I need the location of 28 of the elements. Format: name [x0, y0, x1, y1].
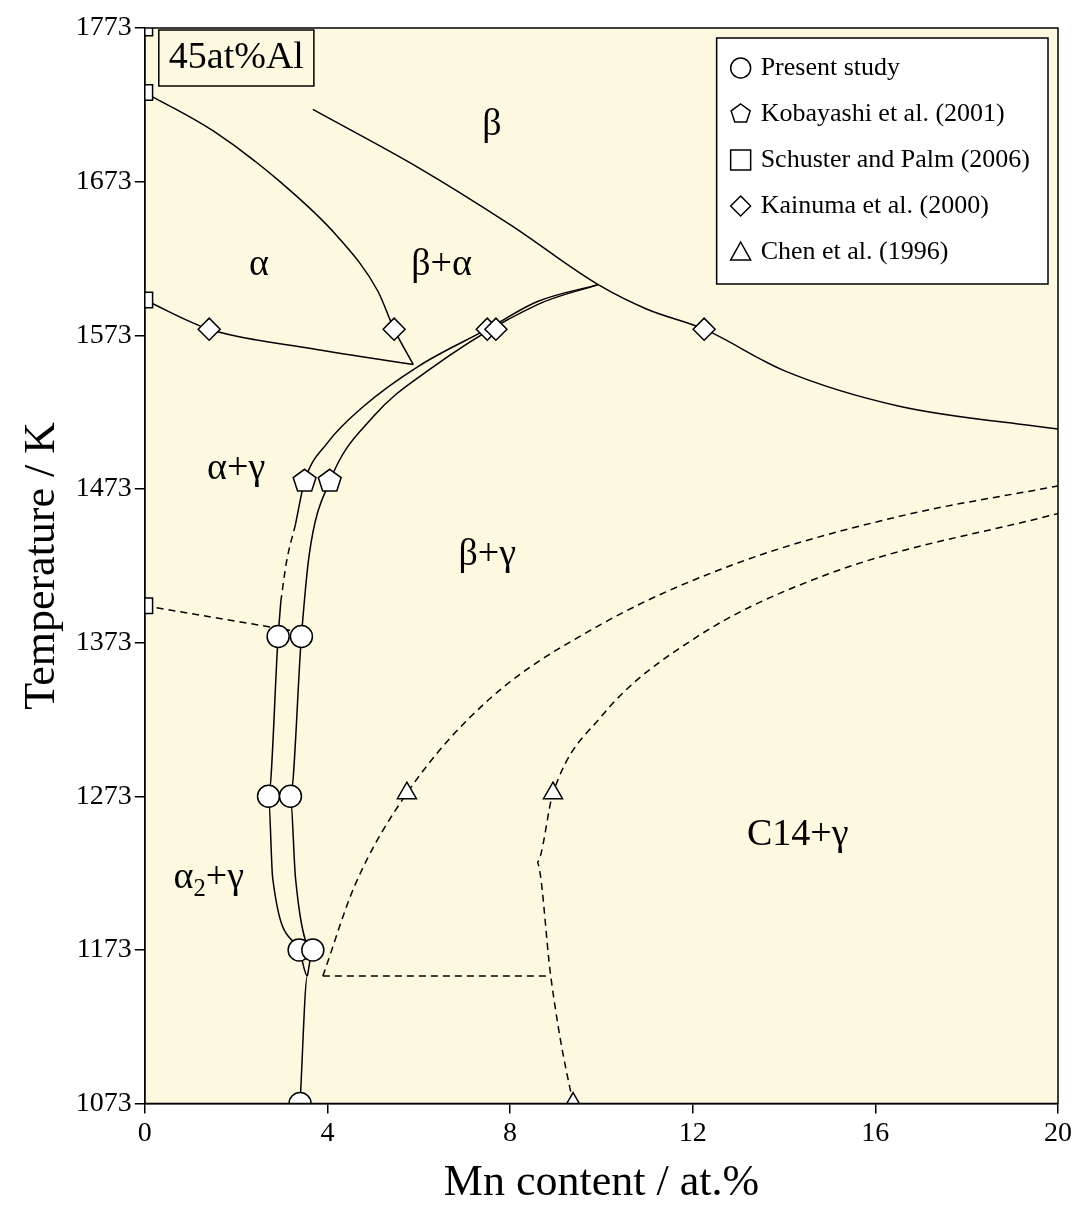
y-tick-label: 1373: [75, 624, 132, 656]
y-axis-title: Temperature / K: [14, 421, 64, 710]
legend-label: Kainuma et al. (2000): [760, 189, 989, 219]
y-tick-label: 1073: [75, 1085, 132, 1117]
legend-label: Present study: [760, 51, 901, 81]
y-tick-label: 1173: [76, 932, 132, 964]
annotation: α+γ: [207, 444, 266, 487]
x-tick-label: 8: [503, 1115, 518, 1147]
annotation: α: [249, 240, 269, 283]
y-tick-label: 1673: [75, 164, 132, 196]
y-tick-label: 1473: [75, 471, 132, 503]
x-axis-title: Mn content / at.%: [443, 1156, 760, 1206]
x-tick-label: 16: [861, 1115, 890, 1147]
legend-label: Schuster and Palm (2006): [760, 143, 1030, 173]
annotation: β+α: [411, 240, 473, 283]
y-tick-label: 1773: [75, 10, 132, 42]
x-tick-label: 0: [137, 1115, 152, 1147]
x-tick-label: 20: [1044, 1115, 1072, 1147]
annotation: 45at%Al: [168, 33, 304, 76]
legend-label: Chen et al. (1996): [760, 235, 949, 265]
legend-label: Kobayashi et al. (2001): [760, 97, 1005, 127]
annotation: C14+γ: [746, 810, 849, 853]
annotation: β: [482, 100, 502, 143]
y-tick-label: 1273: [75, 778, 132, 810]
y-tick-label: 1573: [75, 317, 132, 349]
annotation: β+γ: [458, 531, 517, 574]
x-tick-label: 12: [678, 1115, 707, 1147]
x-tick-label: 4: [320, 1115, 335, 1147]
